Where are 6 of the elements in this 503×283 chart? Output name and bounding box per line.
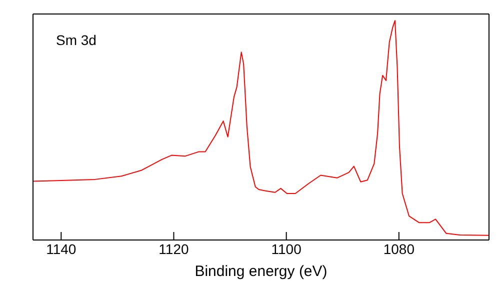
x-tick-label: 1080 (383, 240, 415, 257)
x-axis-title: Binding energy (eV) (194, 263, 328, 280)
annotation: Sm 3d (56, 32, 96, 48)
x-tick-label: 1100 (271, 240, 302, 257)
x-tick-label: 1120 (158, 240, 190, 257)
x-tick-label: 1140 (46, 240, 76, 257)
